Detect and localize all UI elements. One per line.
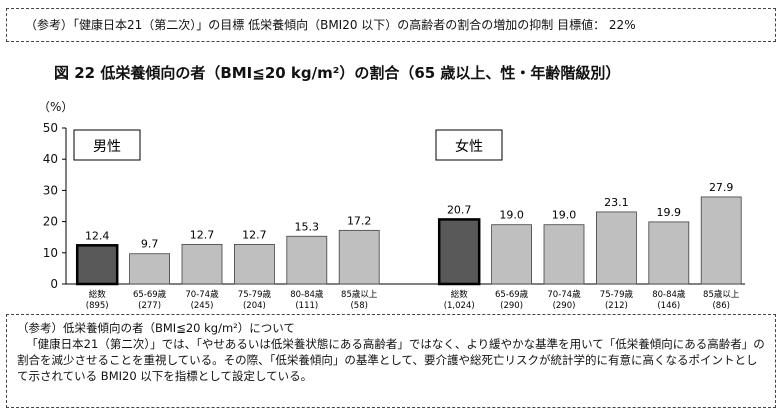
y-tick-label: 0	[50, 277, 58, 291]
target-note-text: （参考）「健康日本21（第二次）」の目標 低栄養傾向（BMI20 以下）の高齢者…	[25, 18, 636, 32]
category-label: 75-79歳	[600, 289, 634, 300]
category-label: 総数	[89, 289, 107, 300]
bar	[543, 224, 585, 285]
panel-label: 男性	[93, 139, 121, 155]
bar-value-label: 19.0	[499, 209, 524, 222]
bar	[648, 221, 690, 285]
figure-title: 図 22 低栄養傾向の者（BMI≦20 kg/m²）の割合（65 歳以上、性・年…	[54, 64, 621, 82]
count-label: (895)	[86, 301, 109, 311]
y-tick-label: 30	[43, 183, 58, 197]
y-tick-label: 50	[43, 121, 58, 135]
reference-note-heading: （参考）低栄養傾向の者（BMI≦20 kg/m²）について	[17, 321, 295, 335]
count-label: (111)	[295, 301, 318, 311]
count-label: (204)	[243, 301, 266, 311]
bar	[491, 224, 533, 285]
category-label: 65-69歳	[495, 289, 529, 300]
bar-value-label: 12.4	[85, 229, 110, 242]
count-label: (86)	[712, 301, 729, 311]
category-label: 75-79歳	[238, 289, 272, 300]
category-label: 80-84歳	[290, 289, 324, 300]
count-label: (1,024)	[444, 301, 475, 311]
count-label: (290)	[553, 301, 576, 311]
bar-value-label: 19.9	[657, 206, 682, 219]
count-label: (146)	[657, 301, 680, 311]
bar	[181, 243, 223, 285]
count-label: (290)	[500, 301, 523, 311]
reference-note-body: 「健康日本21（第二次）」では、「やせあるいは低栄養状態にある高齢者」ではなく、…	[17, 337, 765, 383]
bar-value-label: 27.9	[709, 181, 734, 194]
bar	[700, 196, 742, 285]
y-tick-label: 10	[43, 246, 58, 260]
panel-label-box	[435, 129, 503, 161]
bar	[129, 253, 171, 285]
count-label: (277)	[138, 301, 161, 311]
category-label: 総数	[451, 289, 469, 300]
bar	[286, 235, 328, 285]
bar-value-label: 20.7	[447, 203, 472, 216]
y-axis-label: （%）	[38, 100, 73, 114]
target-note: （参考）「健康日本21（第二次）」の目標 低栄養傾向（BMI20 以下）の高齢者…	[6, 8, 776, 42]
panel-label-box	[73, 129, 141, 161]
bar-value-label: 12.7	[242, 228, 267, 241]
category-label: 80-84歳	[652, 289, 686, 300]
bar-total	[75, 244, 119, 286]
y-tick-label: 20	[43, 215, 58, 229]
count-label: (58)	[350, 301, 367, 311]
bar-value-label: 19.0	[552, 209, 577, 222]
bar	[233, 243, 275, 285]
bar-value-label: 12.7	[190, 228, 215, 241]
reference-note: （参考）低栄養傾向の者（BMI≦20 kg/m²）について 「健康日本21（第二…	[6, 314, 776, 408]
category-label: 85歳以上	[341, 289, 378, 300]
bar-value-label: 17.2	[347, 214, 372, 227]
bar-value-label: 15.3	[295, 220, 320, 233]
count-label: (245)	[191, 301, 214, 311]
bar	[338, 229, 380, 285]
panel-label: 女性	[455, 138, 483, 155]
category-label: 85歳以上	[703, 289, 740, 300]
count-label: (212)	[605, 301, 628, 311]
y-tick-label: 40	[43, 152, 58, 166]
category-label: 65-69歳	[133, 289, 167, 300]
bar-total	[437, 218, 481, 286]
bar	[596, 211, 637, 285]
bar-value-label: 23.1	[604, 196, 629, 209]
category-label: 70-74歳	[185, 289, 219, 300]
category-label: 70-74歳	[547, 289, 581, 300]
bar-value-label: 9.7	[141, 238, 159, 251]
